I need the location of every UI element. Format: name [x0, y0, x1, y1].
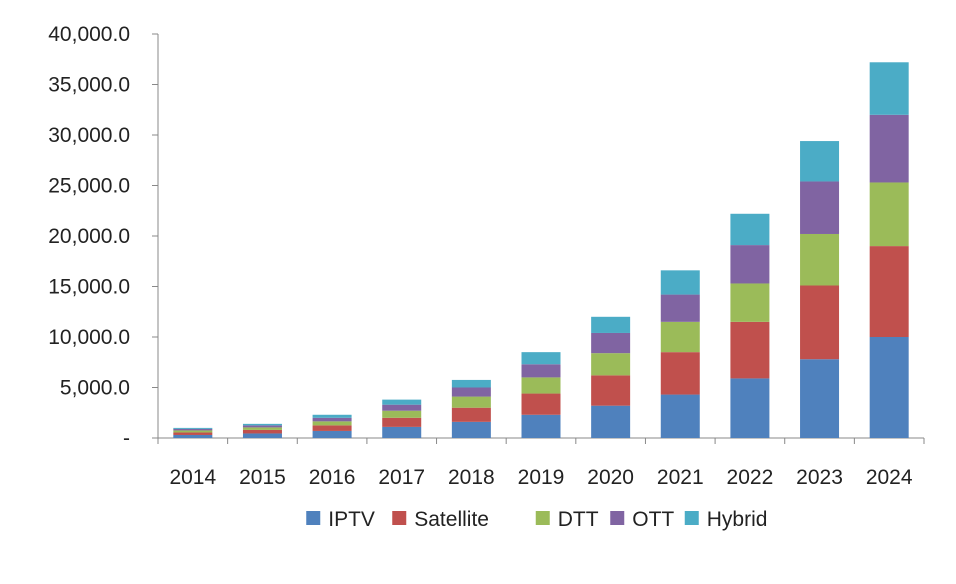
bar-segment-hybrid-2020: [591, 316, 631, 333]
bar-segment-satellite-2024: [869, 246, 909, 337]
bar-segment-hybrid-2019: [521, 352, 561, 365]
legend-swatch-ott: [610, 511, 625, 525]
bar-segment-ott-2019: [521, 364, 561, 378]
x-tick-label: 2022: [727, 466, 774, 489]
x-tick-label: 2014: [169, 466, 216, 489]
bar-segment-satellite-2018: [451, 407, 491, 422]
x-tick-label: 2020: [587, 466, 634, 489]
legend-swatch-satellite: [392, 511, 407, 525]
bar-segment-iptv-2018: [451, 421, 491, 438]
y-tick-label: 5,000.0: [60, 377, 130, 400]
bar-segment-hybrid-2021: [660, 270, 700, 295]
x-tick-label: 2018: [448, 466, 495, 489]
bar-segment-dtt-2023: [800, 233, 840, 286]
legend: IPTV Satellite DTT OTT Hybrid: [306, 508, 767, 531]
legend-swatch-iptv: [306, 511, 321, 525]
bar-segment-iptv-2024: [869, 337, 909, 438]
x-tick-label: 2015: [239, 466, 286, 489]
bar-segment-satellite-2021: [660, 352, 700, 395]
bar-segment-iptv-2017: [382, 426, 422, 438]
bar-segment-ott-2016: [312, 417, 352, 422]
legend-swatch-dtt: [535, 511, 550, 525]
y-tick-label: 10,000.0: [48, 326, 130, 349]
bar-segment-iptv-2016: [312, 430, 352, 438]
bar-segment-satellite-2014: [173, 432, 213, 435]
legend-label-hybrid: Hybrid: [707, 508, 768, 531]
bar-segment-satellite-2019: [521, 393, 561, 415]
bar-segment-ott-2020: [591, 332, 631, 354]
bar-segment-hybrid-2023: [800, 141, 840, 182]
bar-segment-satellite-2023: [800, 285, 840, 360]
x-tick-label: 2016: [309, 466, 356, 489]
y-tick-label: 15,000.0: [48, 276, 130, 299]
bar-segment-iptv-2015: [242, 433, 282, 438]
bar-segment-hybrid-2022: [730, 213, 770, 246]
bar-segment-iptv-2022: [730, 378, 770, 438]
x-tick-label: 2021: [657, 466, 704, 489]
bar-segment-hybrid-2018: [451, 379, 491, 388]
y-tick-label: 20,000.0: [48, 225, 130, 248]
bar-segment-dtt-2019: [521, 377, 561, 394]
bar-segment-hybrid-2017: [382, 399, 422, 405]
x-tick-label: 2024: [866, 466, 913, 489]
plot-area: - 5,000.0 10,000.0 15,000.0 20,000.0 25,000.0…: [48, 23, 925, 489]
bar-segment-satellite-2016: [312, 425, 352, 431]
bar-segment-dtt-2022: [730, 283, 770, 322]
bar-segment-dtt-2021: [660, 321, 700, 353]
x-tick-label: 2017: [378, 466, 425, 489]
bar-segment-ott-2018: [451, 387, 491, 397]
bar-segment-hybrid-2024: [869, 62, 909, 115]
bar-segment-dtt-2020: [591, 353, 631, 376]
x-tick-label: 2019: [518, 466, 565, 489]
bar-segment-dtt-2016: [312, 421, 352, 426]
bar-segment-satellite-2022: [730, 321, 770, 379]
legend-label-iptv: IPTV: [328, 508, 375, 531]
bar-segment-ott-2021: [660, 294, 700, 322]
bar-segment-ott-2024: [869, 114, 909, 183]
y-tick-label: 40,000.0: [48, 23, 130, 46]
bar-segment-dtt-2014: [173, 430, 213, 433]
bar-segment-iptv-2019: [521, 414, 561, 438]
bar-segment-dtt-2015: [242, 427, 282, 430]
bar-segment-iptv-2020: [591, 405, 631, 438]
bar-segment-ott-2014: [173, 428, 213, 431]
bar-segment-ott-2017: [382, 404, 422, 411]
bar-segment-satellite-2015: [242, 429, 282, 434]
y-tick-label: -: [123, 427, 130, 450]
bar-segment-ott-2023: [800, 181, 840, 234]
bar-segment-satellite-2020: [591, 375, 631, 406]
bar-segment-hybrid-2015: [242, 423, 282, 426]
bar-segment-iptv-2023: [800, 359, 840, 438]
bar-segment-ott-2022: [730, 245, 770, 284]
y-tick-label: 30,000.0: [48, 124, 130, 147]
legend-label-ott: OTT: [632, 508, 674, 531]
bar-segment-hybrid-2016: [312, 414, 352, 418]
legend-label-satellite: Satellite: [414, 508, 489, 531]
bar-segment-dtt-2017: [382, 410, 422, 418]
bar-segment-dtt-2024: [869, 182, 909, 247]
bar-segment-hybrid-2014: [173, 427, 213, 429]
x-tick-label: 2023: [796, 466, 843, 489]
legend-swatch-hybrid: [684, 511, 699, 525]
bar-segment-satellite-2017: [382, 417, 422, 427]
y-tick-label: 25,000.0: [48, 175, 130, 198]
bar-segment-ott-2015: [242, 425, 282, 428]
bar-segment-dtt-2018: [451, 396, 491, 408]
legend-label-dtt: DTT: [558, 508, 599, 531]
y-tick-label: 35,000.0: [48, 74, 130, 97]
bar-segment-iptv-2021: [660, 394, 700, 438]
bar-segment-iptv-2014: [173, 434, 213, 438]
